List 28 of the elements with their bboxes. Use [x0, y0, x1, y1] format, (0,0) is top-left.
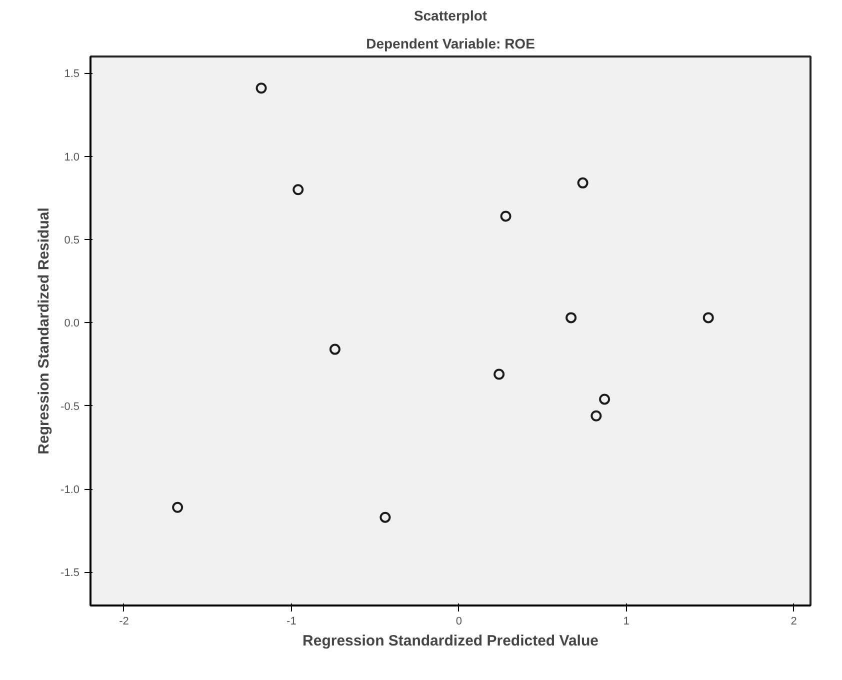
point — [590, 410, 602, 422]
x-tick-label: -2 — [119, 616, 129, 628]
y-tick-label: 0.5 — [64, 234, 80, 246]
y-tick-label: -0.5 — [60, 400, 80, 413]
point — [292, 184, 304, 196]
point — [566, 312, 577, 324]
point — [702, 312, 714, 324]
point — [577, 177, 588, 188]
x-tick-label: -1 — [286, 616, 296, 628]
x-tick-label: 0 — [456, 616, 462, 628]
x-tick-label: 1 — [623, 616, 630, 628]
chart-title: Scatterplot — [414, 8, 488, 24]
y-tick-label: 1.5 — [64, 68, 80, 80]
point — [329, 344, 340, 355]
x-tick-label: 2 — [790, 616, 797, 628]
y-tick-label: -1.0 — [60, 484, 80, 496]
y-tick-label: 1.0 — [64, 151, 80, 164]
y-tick-label: -1.5 — [60, 567, 80, 580]
point — [599, 394, 610, 405]
point — [172, 502, 184, 513]
point — [494, 368, 505, 380]
x-axis-title: Regression Standardized Predicted Value — [302, 632, 598, 650]
y-tick-label: 0.0 — [64, 318, 80, 330]
point — [500, 210, 512, 222]
point — [380, 512, 391, 523]
point — [256, 82, 267, 94]
y-axis-title: Regression Standardized Residual — [36, 208, 53, 454]
chart-subtitle: Dependent Variable: ROE — [366, 36, 535, 52]
